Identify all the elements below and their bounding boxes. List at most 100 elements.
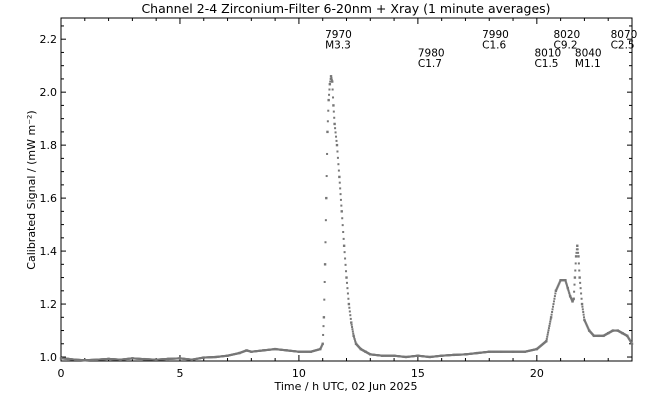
data-point-interp	[351, 330, 354, 333]
data-point-interp	[586, 325, 589, 328]
data-point	[329, 75, 333, 78]
data-point-interp	[557, 283, 560, 286]
data-point-interp	[550, 313, 553, 316]
data-point-interp	[323, 298, 326, 301]
data-point-interp	[551, 308, 554, 311]
data-point-interp	[559, 280, 562, 283]
data-point-interp	[545, 337, 548, 340]
data-point-interp	[349, 317, 352, 320]
data-point-interp	[575, 251, 578, 254]
data-point-interp	[326, 120, 329, 123]
data-point	[574, 255, 578, 258]
data-point-interp	[580, 297, 583, 300]
flare-label: 7970	[325, 29, 352, 41]
data-point	[350, 321, 353, 324]
data-point-interp	[339, 193, 342, 196]
data-point-interp	[581, 305, 584, 308]
data-point-interp	[568, 293, 571, 296]
data-point-interp	[583, 320, 586, 323]
x-axis: 0 5 10 15 20	[58, 18, 609, 380]
data-point-interp	[337, 163, 340, 166]
data-point	[340, 210, 343, 213]
data-point	[347, 302, 351, 306]
data-point	[566, 286, 569, 290]
data-point-interp	[586, 326, 589, 329]
data-point-interp	[585, 324, 588, 327]
data-point-interp	[333, 116, 336, 119]
flare-label: 8010	[534, 47, 561, 59]
data-point-interp	[319, 347, 322, 350]
data-point-interp	[346, 287, 349, 290]
data-point-interp	[555, 288, 558, 291]
flare-label: C2.5	[611, 39, 635, 51]
data-point-interp	[341, 224, 344, 227]
data-point	[333, 122, 336, 126]
data-point-interp	[352, 332, 355, 335]
data-point-interp	[566, 285, 569, 288]
data-point-interp	[339, 198, 342, 201]
data-point-interp	[340, 204, 343, 207]
data-point-interp	[584, 321, 587, 324]
data-point	[322, 316, 326, 319]
data-point-interp	[342, 231, 345, 234]
chart-title: Channel 2-4 Zirconium-Filter 6-20nm + Xr…	[141, 1, 550, 16]
data-point	[325, 196, 328, 200]
flare-label: 8040	[575, 47, 602, 59]
data-point-interp	[341, 217, 344, 220]
y-tick-label: 2.0	[40, 86, 58, 99]
data-point-interp	[330, 77, 333, 80]
data-point-interp	[581, 308, 584, 311]
x-tick-label: 5	[176, 367, 183, 380]
data-point-interp	[576, 248, 579, 251]
data-point-interp	[344, 257, 347, 260]
data-point-interp	[343, 251, 346, 254]
data-point-interp	[324, 219, 327, 222]
data-point-interp	[558, 281, 561, 284]
data-point-interp	[555, 287, 558, 290]
data-point-interp	[546, 335, 549, 338]
data-point	[342, 244, 346, 247]
flare-label: 7990	[482, 29, 509, 41]
data-point-interp	[353, 338, 356, 341]
data-point-interp	[351, 326, 354, 329]
flare-label: C1.5	[534, 58, 558, 70]
data-point	[321, 342, 324, 345]
data-point-interp	[584, 322, 587, 325]
y-tick-label: 1.6	[40, 192, 58, 205]
data-point-interp	[574, 262, 577, 265]
data-point-interp	[548, 322, 551, 325]
data-point-interp	[547, 331, 550, 334]
data-point-interp	[348, 306, 351, 309]
data-point-interp	[346, 292, 349, 295]
flare-label: 7980	[418, 47, 445, 59]
data-point	[323, 263, 327, 266]
flare-label: C1.7	[418, 58, 442, 70]
data-point	[326, 130, 329, 134]
y-axis-label: Calibrated Signal / (mW m⁻²)	[25, 110, 38, 269]
data-point-interp	[344, 263, 347, 266]
data-point-interp	[323, 280, 326, 283]
data-point	[577, 255, 580, 258]
data-point	[580, 302, 584, 306]
data-point-interp	[556, 286, 559, 289]
data-point-interp	[342, 237, 345, 240]
data-point-interp	[329, 80, 332, 83]
data-point-interp	[549, 320, 552, 323]
data-point-interp	[347, 297, 350, 300]
data-point-interp	[328, 88, 331, 91]
flare-label: C1.6	[482, 39, 506, 51]
data-point-interp	[557, 284, 560, 287]
data-point-interp	[582, 311, 585, 313]
data-point-interp	[332, 96, 335, 99]
flare-label: M1.1	[575, 58, 601, 70]
flare-label: 8020	[553, 29, 580, 41]
y-tick-label: 2.2	[40, 33, 58, 46]
flare-label: 8070	[611, 29, 638, 41]
data-point-interp	[573, 290, 576, 293]
data-point-interp	[339, 187, 342, 190]
y-tick-label: 1.2	[40, 298, 58, 311]
data-point-interp	[552, 305, 555, 308]
data-point-interp	[321, 343, 324, 346]
